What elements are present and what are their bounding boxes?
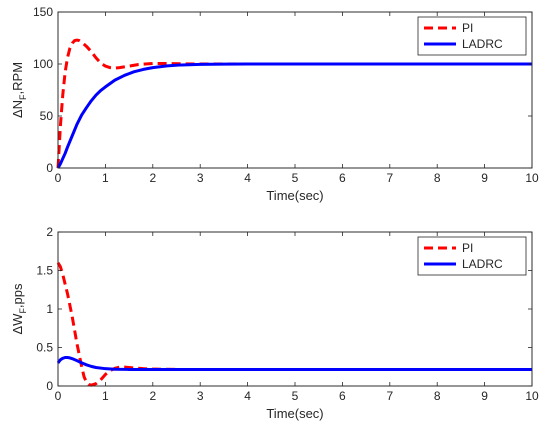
x-tick-label: 10 — [525, 171, 539, 185]
y-axis-label: ΔNF,RPM — [10, 62, 28, 118]
x-tick-label: 1 — [102, 389, 109, 403]
x-tick-label: 3 — [197, 389, 204, 403]
y-axis-label: ΔWF,pps — [10, 283, 28, 335]
x-tick-label: 8 — [434, 171, 441, 185]
x-tick-label: 1 — [102, 171, 109, 185]
y-tick-label: 1.5 — [36, 264, 53, 278]
x-axis-label: Time(sec) — [266, 188, 323, 203]
x-tick-label: 0 — [55, 171, 62, 185]
x-tick-label: 3 — [197, 171, 204, 185]
x-tick-label: 9 — [481, 171, 488, 185]
x-tick-label: 0 — [55, 389, 62, 403]
y-tick-label: 150 — [33, 5, 53, 19]
chart-1: 0 1 2 3 4 5 6 7 8 9 10050100150Time(sec)ΔNF,RPMPIL… — [10, 5, 539, 203]
series-line-ladrc — [56, 62, 532, 169]
legend-label-ladrc: LADRC — [462, 37, 503, 51]
y-tick-label: 0.5 — [36, 341, 53, 355]
y-tick-label: 0 — [46, 161, 53, 175]
y-tick-label: 0 — [46, 379, 53, 393]
y-tick-label: 50 — [40, 109, 54, 123]
legend-label-ladrc: LADRC — [462, 257, 503, 271]
y-tick-label: 100 — [33, 57, 53, 71]
legend-box — [417, 16, 527, 56]
legend-label-pi: PI — [462, 21, 473, 35]
x-tick-label: 7 — [386, 171, 393, 185]
y-tick-label: 2 — [46, 225, 53, 239]
x-tick-label: 6 — [339, 171, 346, 185]
x-tick-label: 2 — [149, 389, 156, 403]
y-tick-label: 1 — [46, 302, 53, 316]
legend: PI LADRC — [417, 236, 527, 276]
x-tick-label: 9 — [481, 389, 488, 403]
x-axis-label: Time(sec) — [266, 406, 323, 421]
x-tick-label: 2 — [149, 171, 156, 185]
series-line-ladrc — [56, 356, 532, 371]
legend-box — [417, 236, 527, 276]
x-tick-label: 7 — [386, 389, 393, 403]
x-tick-label: 6 — [339, 389, 346, 403]
chart-2: 0 1 2 3 4 5 6 7 8 9 10 0 0.5 1 1.5 2 Time(sec) ΔWF,pps PI L… — [10, 225, 539, 421]
x-tick-label: 5 — [292, 171, 299, 185]
x-tick-label: 8 — [434, 389, 441, 403]
legend-label-pi: PI — [462, 241, 473, 255]
x-tick-label: 4 — [244, 171, 251, 185]
x-tick-label: 10 — [525, 389, 539, 403]
x-tick-label: 5 — [292, 389, 299, 403]
legend: PI LADRC — [417, 16, 527, 56]
x-tick-label: 4 — [244, 389, 251, 403]
